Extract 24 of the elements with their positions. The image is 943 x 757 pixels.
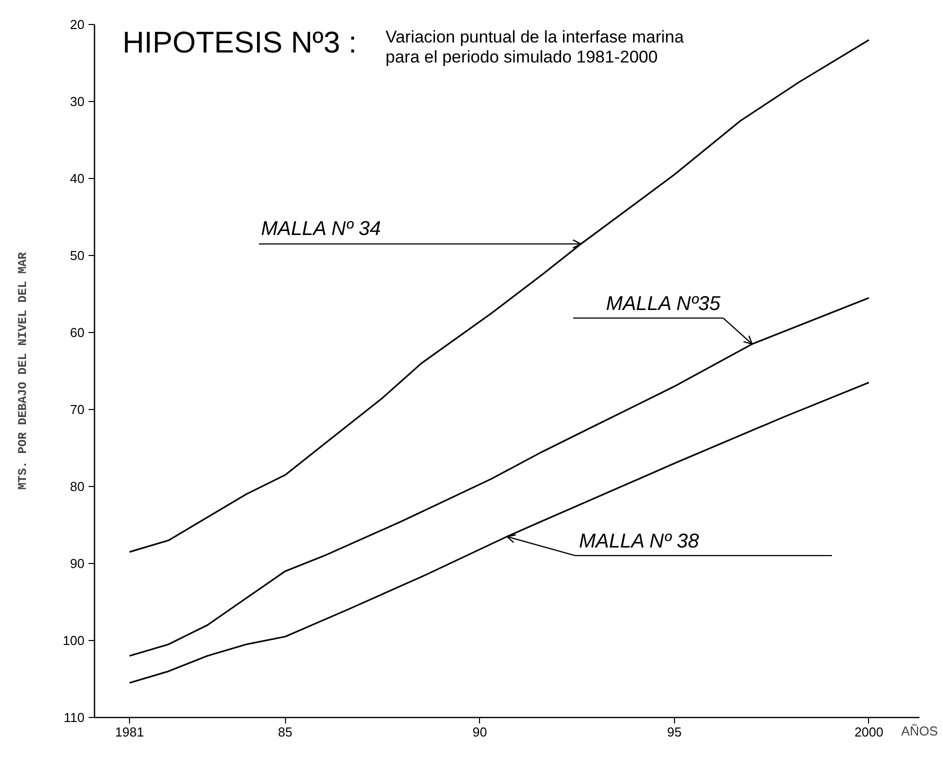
y-tick-label: 90 bbox=[70, 556, 85, 571]
y-tick-label: 20 bbox=[70, 17, 85, 32]
text: Variacion puntual de la interfase marina para el periodo simulado 1981-2000 bbox=[386, 28, 684, 66]
x-tick-label: 2000 bbox=[854, 724, 884, 740]
line-series bbox=[128, 382, 870, 684]
y-tick-label: 30 bbox=[70, 94, 85, 109]
annotation: MALLA Nº35 bbox=[606, 293, 722, 316]
annotation: MALLA Nº 38 bbox=[579, 530, 699, 553]
y-tick-label: 100 bbox=[62, 633, 85, 648]
y-tick-label: 70 bbox=[70, 402, 85, 417]
y-tick-label: 80 bbox=[70, 479, 85, 494]
y-tick-label: 110 bbox=[64, 710, 85, 725]
x-tick-label: 1981 bbox=[115, 724, 144, 740]
x-axis-title: AÑOS bbox=[901, 724, 938, 738]
x-tick-label: 90 bbox=[472, 724, 487, 740]
chart-title: HIPOTESIS Nº3 : bbox=[122, 26, 357, 60]
x-tick-label: 95 bbox=[667, 724, 682, 740]
y-tick-label: 60 bbox=[70, 325, 85, 340]
y-tick-label: 40 bbox=[70, 171, 85, 186]
line-series bbox=[128, 297, 870, 657]
y-tick-label: 50 bbox=[70, 248, 85, 263]
annotation: MALLA Nº 34 bbox=[260, 218, 381, 240]
x-tick-label: 85 bbox=[278, 724, 292, 740]
y-axis-title: MTS. POR DEBAJO DEL NIVEL DEL MAR bbox=[16, 251, 30, 490]
